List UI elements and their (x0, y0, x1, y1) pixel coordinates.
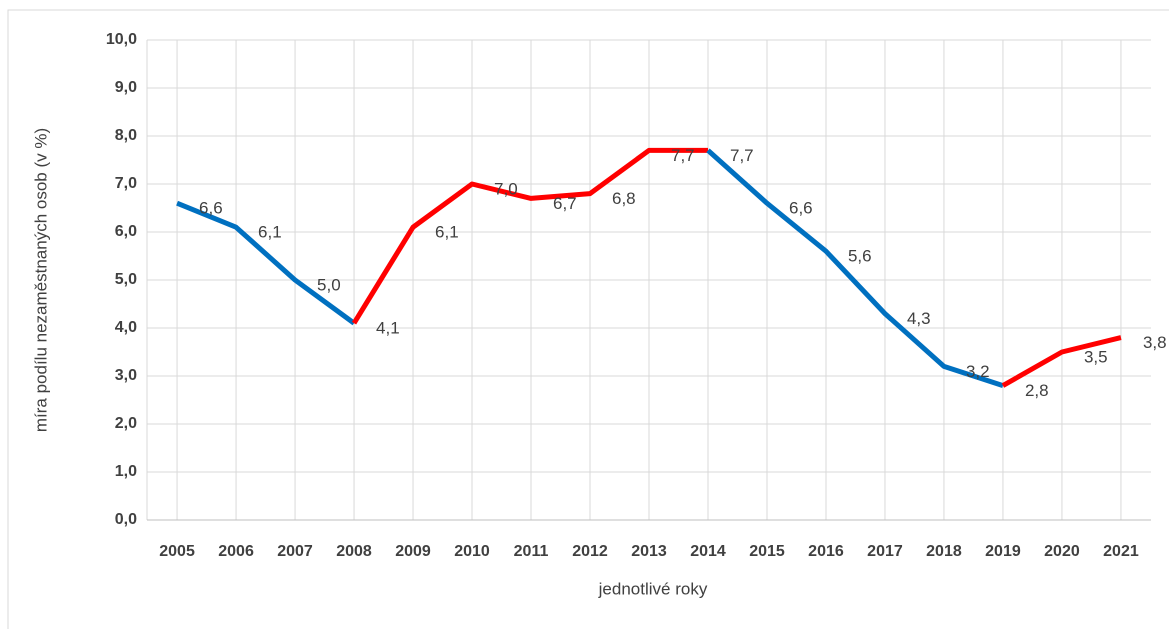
data-label: 5,6 (848, 247, 872, 266)
x-tick-label: 2008 (336, 543, 372, 560)
chart-frame (7, 9, 1169, 629)
line-segment (706, 148, 1004, 388)
data-label: 3,5 (1084, 347, 1108, 366)
y-tick-label: 7,0 (115, 175, 137, 192)
x-tick-label: 2010 (454, 543, 490, 560)
x-tick-label: 2013 (631, 543, 667, 560)
line-segment (1001, 335, 1122, 388)
data-label: 6,6 (789, 199, 813, 218)
x-tick-label: 2009 (395, 543, 431, 560)
x-tick-label: 2007 (277, 543, 313, 560)
y-tick-label: 8,0 (115, 127, 137, 144)
data-label: 4,3 (907, 309, 931, 328)
x-tick-label: 2015 (749, 543, 785, 560)
y-axis-label: míra podílu nezaměstnaných osob (v %) (31, 128, 50, 432)
data-label: 3,8 (1143, 333, 1167, 352)
data-label: 6,8 (612, 189, 636, 208)
y-tick-label: 3,0 (115, 367, 137, 384)
data-label: 6,1 (258, 223, 282, 242)
data-label: 7,7 (671, 146, 695, 165)
y-tick-label: 5,0 (115, 271, 137, 288)
x-tick-label: 2005 (159, 543, 195, 560)
data-label: 2,8 (1025, 381, 1049, 400)
y-tick-label: 9,0 (115, 79, 137, 96)
data-label: 6,7 (553, 194, 577, 213)
line-segment (176, 200, 356, 326)
y-tick-label: 4,0 (115, 319, 137, 336)
y-tick-label: 0,0 (115, 511, 137, 528)
y-tick-label: 10,0 (106, 31, 137, 48)
data-label: 7,7 (730, 146, 754, 165)
x-tick-label: 2020 (1044, 543, 1080, 560)
line-segment (351, 147, 708, 325)
data-label: 7,0 (494, 179, 518, 198)
x-tick-label: 2011 (514, 543, 549, 560)
x-tick-label: 2017 (867, 543, 903, 560)
data-label: 4,1 (376, 319, 400, 338)
x-tick-label: 2006 (218, 543, 254, 560)
x-tick-label: 2014 (690, 543, 726, 560)
y-tick-label: 6,0 (115, 223, 137, 240)
x-tick-label: 2018 (926, 543, 962, 560)
x-tick-label: 2012 (572, 543, 608, 560)
data-label: 5,0 (317, 275, 341, 294)
y-tick-label: 2,0 (115, 415, 137, 432)
y-tick-label: 1,0 (115, 463, 137, 480)
data-label: 3,2 (966, 362, 990, 381)
data-label: 6,1 (435, 223, 459, 242)
x-axis-label: jednotlivé roky (598, 579, 708, 598)
x-tick-label: 2021 (1103, 543, 1139, 560)
data-label: 6,6 (199, 199, 223, 218)
x-tick-label: 2016 (808, 543, 844, 560)
x-tick-label: 2019 (985, 543, 1021, 560)
